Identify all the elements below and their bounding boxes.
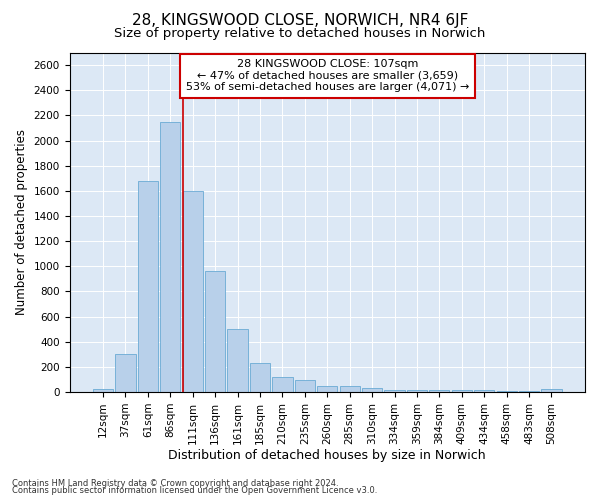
Bar — [250, 362, 270, 392]
Bar — [160, 122, 181, 392]
Text: Size of property relative to detached houses in Norwich: Size of property relative to detached ho… — [115, 28, 485, 40]
Bar — [115, 354, 136, 392]
Text: Contains HM Land Registry data © Crown copyright and database right 2024.: Contains HM Land Registry data © Crown c… — [12, 478, 338, 488]
Bar — [182, 191, 203, 392]
Bar — [205, 272, 225, 392]
Bar — [407, 390, 427, 392]
Bar — [272, 377, 293, 392]
Bar — [295, 380, 315, 392]
Bar — [138, 182, 158, 392]
Y-axis label: Number of detached properties: Number of detached properties — [15, 130, 28, 316]
Bar — [362, 388, 382, 392]
Bar — [474, 390, 494, 392]
Bar — [340, 386, 360, 392]
Bar — [227, 329, 248, 392]
X-axis label: Distribution of detached houses by size in Norwich: Distribution of detached houses by size … — [169, 450, 486, 462]
Text: 28 KINGSWOOD CLOSE: 107sqm
← 47% of detached houses are smaller (3,659)
53% of s: 28 KINGSWOOD CLOSE: 107sqm ← 47% of deta… — [185, 60, 469, 92]
Text: Contains public sector information licensed under the Open Government Licence v3: Contains public sector information licen… — [12, 486, 377, 495]
Text: 28, KINGSWOOD CLOSE, NORWICH, NR4 6JF: 28, KINGSWOOD CLOSE, NORWICH, NR4 6JF — [132, 12, 468, 28]
Bar — [429, 390, 449, 392]
Bar — [385, 390, 404, 392]
Bar — [317, 386, 337, 392]
Bar — [93, 389, 113, 392]
Bar — [541, 389, 562, 392]
Bar — [452, 390, 472, 392]
